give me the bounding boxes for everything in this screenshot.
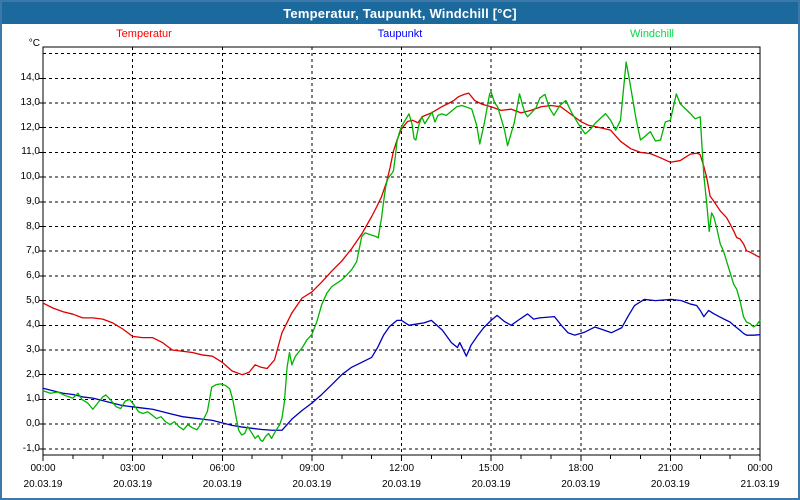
temperatur-line <box>42 92 761 376</box>
y-tick-label: -1,0 <box>22 442 40 454</box>
y-tick-label: 14,0 <box>20 72 40 84</box>
x-tick-time-label: 03:00 <box>120 463 146 474</box>
x-tick-date-label: 20.03.19 <box>382 479 421 490</box>
x-tick-date-label: 20.03.19 <box>561 479 601 490</box>
y-tick-label: 0,0 <box>26 418 40 430</box>
x-tick-date-label: 20.03.19 <box>23 479 63 490</box>
y-tick-label: 9,0 <box>26 195 40 207</box>
y-tick-label: 13,0 <box>20 97 40 108</box>
y-tick-label: 1,0 <box>26 393 40 405</box>
y-tick-label: 2,0 <box>26 368 40 380</box>
x-tick-time-label: 00:00 <box>30 463 56 474</box>
y-tick-label: 6,0 <box>26 269 40 281</box>
y-tick-label: 11,0 <box>21 146 40 158</box>
x-tick-time-label: 15:00 <box>478 463 504 474</box>
x-tick-time-label: 06:00 <box>209 463 235 474</box>
y-tick-label: 7,0 <box>26 245 40 257</box>
x-tick-date-label: 20.03.19 <box>292 479 332 490</box>
legend-item-taupunkt: Taupunkt <box>377 28 423 40</box>
y-tick-label: 3,0 <box>26 344 40 355</box>
y-tick-label: 10,0 <box>20 171 40 183</box>
y-tick-label: 4,0 <box>26 319 40 331</box>
x-tick-date-label: 20.03.19 <box>113 479 153 490</box>
window-titlebar: Temperatur, Taupunkt, Windchill [°C] <box>2 2 798 24</box>
x-tick-date-label: 20.03.19 <box>650 479 690 490</box>
x-tick-date-label: 21.03.19 <box>740 479 780 490</box>
y-tick-label: 12,0 <box>20 121 40 133</box>
x-tick-date-label: 20.03.19 <box>471 479 511 490</box>
windchill-line <box>42 61 761 443</box>
x-tick-time-label: 21:00 <box>657 463 683 474</box>
window-title: Temperatur, Taupunkt, Windchill [°C] <box>283 5 517 21</box>
taupunkt-line <box>42 298 761 431</box>
y-tick-label: 8,0 <box>26 220 40 232</box>
x-tick-time-label: 00:00 <box>747 463 773 474</box>
y-tick-label: 5,0 <box>26 294 40 306</box>
legend-item-windchill: Windchill <box>629 28 675 40</box>
x-tick-time-label: 09:00 <box>299 463 325 474</box>
y-axis-unit-label: °C <box>28 38 40 49</box>
x-tick-time-label: 18:00 <box>568 463 594 474</box>
x-tick-date-label: 20.03.19 <box>202 479 242 490</box>
x-tick-time-label: 12:00 <box>388 463 415 474</box>
legend-item-temperatur: Temperatur <box>116 28 172 40</box>
